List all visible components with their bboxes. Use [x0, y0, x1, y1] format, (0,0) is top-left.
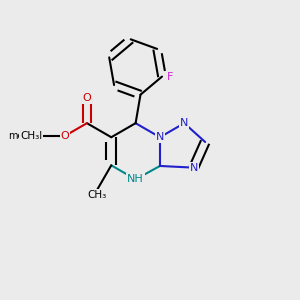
- Text: NH: NH: [127, 174, 144, 184]
- Text: CH₃: CH₃: [88, 190, 107, 200]
- Text: N: N: [180, 118, 188, 128]
- Text: N: N: [156, 132, 164, 142]
- Text: O: O: [61, 131, 69, 141]
- Text: methyl: methyl: [8, 131, 43, 141]
- Text: CH₃: CH₃: [20, 131, 39, 141]
- Text: O: O: [82, 93, 91, 103]
- Text: F: F: [167, 72, 173, 82]
- Text: N: N: [190, 163, 198, 172]
